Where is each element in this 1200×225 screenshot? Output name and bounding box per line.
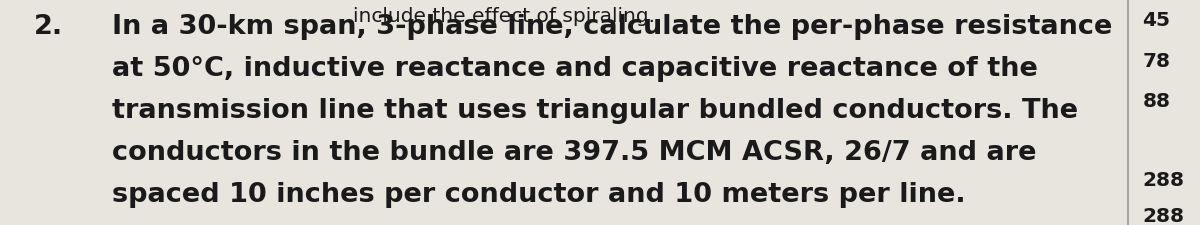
Text: include the effect of spiraling.: include the effect of spiraling. xyxy=(353,7,655,26)
Text: 2.: 2. xyxy=(34,14,62,40)
Text: 78: 78 xyxy=(1142,51,1170,70)
Text: 88: 88 xyxy=(1142,92,1170,111)
Text: at 50°C, inductive reactance and capacitive reactance of the: at 50°C, inductive reactance and capacit… xyxy=(112,56,1038,82)
Text: conductors in the bundle are 397.5 MCM ACSR, 26/7 and are: conductors in the bundle are 397.5 MCM A… xyxy=(112,139,1036,165)
Text: 288: 288 xyxy=(1142,171,1184,189)
Text: In a 30-km span, 3-phase line, calculate the per-phase resistance: In a 30-km span, 3-phase line, calculate… xyxy=(112,14,1112,40)
Text: 45: 45 xyxy=(1142,11,1170,30)
Text: transmission line that uses triangular bundled conductors. The: transmission line that uses triangular b… xyxy=(112,97,1078,123)
Text: 288: 288 xyxy=(1142,207,1184,225)
Text: spaced 10 inches per conductor and 10 meters per line.: spaced 10 inches per conductor and 10 me… xyxy=(112,182,965,208)
